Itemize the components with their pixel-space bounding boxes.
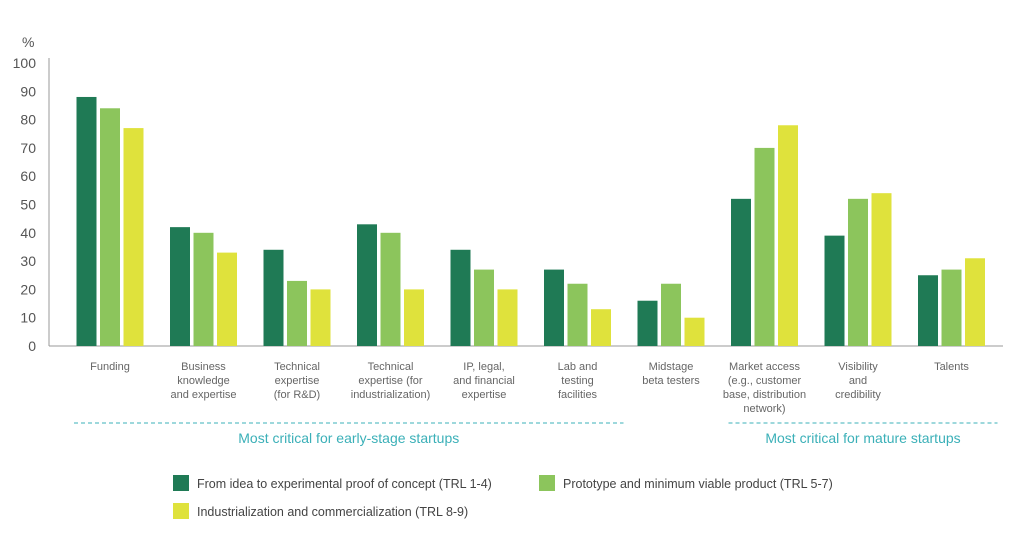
bar	[544, 269, 564, 346]
x-category-label-line: (for R&D)	[274, 389, 320, 401]
x-category-label: Technical expertise (for industrialization…	[351, 361, 430, 401]
x-category-label-line: facilities	[558, 389, 598, 401]
x-category-label: IP, legal, and financial expertise	[453, 361, 515, 401]
x-category-label-line: network)	[743, 403, 785, 415]
bar	[754, 147, 775, 346]
bar	[497, 289, 518, 346]
group-annotations: Most critical for early-stage startups Mo…	[74, 422, 998, 446]
bar	[661, 283, 681, 346]
legend-swatch	[539, 475, 555, 491]
x-category-label-line: Technical	[368, 361, 414, 373]
y-tick-label: 80	[20, 112, 36, 128]
x-category-label-line: Lab and	[558, 361, 598, 373]
x-category-label-line: knowledge	[177, 375, 230, 387]
group-label: Most critical for mature startups	[765, 430, 960, 446]
x-category-label-line: and expertise	[170, 389, 236, 401]
y-tick-label: 90	[20, 83, 36, 99]
x-category-label-line: Talents	[934, 361, 969, 373]
bar	[357, 224, 377, 346]
x-category-label: Lab and testing facilities	[558, 361, 598, 401]
y-tick-label: 70	[20, 140, 36, 156]
y-tick-label: 0	[28, 338, 36, 354]
bar	[217, 252, 237, 346]
y-tick-label: 100	[13, 55, 37, 71]
x-category-label-line: expertise (for	[358, 375, 423, 387]
x-category-label-line: expertise	[462, 389, 507, 401]
bar	[123, 128, 144, 346]
bar	[100, 108, 120, 346]
x-category-label-line: testing	[561, 375, 593, 387]
x-category-label-line: industrialization)	[351, 389, 430, 401]
bar	[848, 198, 868, 346]
legend-swatch	[173, 475, 189, 491]
bar	[965, 258, 985, 346]
x-category-label: Funding	[90, 361, 130, 373]
y-tick-label: 10	[20, 310, 36, 326]
y-tick-label: 60	[20, 168, 36, 184]
bar	[287, 280, 307, 346]
bar	[450, 249, 471, 346]
bars	[76, 96, 985, 347]
bar	[941, 269, 962, 346]
bar	[637, 300, 658, 346]
x-category-label-line: and	[849, 375, 867, 387]
group-label: Most critical for early-stage startups	[238, 430, 459, 446]
y-tick-label: 30	[20, 253, 36, 269]
x-category-label-line: expertise	[275, 375, 320, 387]
x-category-label-line: Technical	[274, 361, 320, 373]
x-category-label-line: credibility	[835, 389, 881, 401]
bar	[380, 232, 401, 346]
x-category-label-line: Funding	[90, 361, 130, 373]
bar	[404, 289, 424, 346]
x-category-label-line: Business	[181, 361, 226, 373]
x-category-label-line: IP, legal,	[463, 361, 504, 373]
x-category-label-line: and financial	[453, 375, 515, 387]
legend: From idea to experimental proof of conce…	[173, 475, 833, 519]
bar	[263, 249, 284, 346]
bar	[310, 289, 331, 346]
x-category-label: Market access (e.g., customer base, distri…	[723, 361, 806, 415]
x-category-label: Talents	[934, 361, 969, 373]
y-tick-label: 40	[20, 225, 36, 241]
legend-label: Industrialization and commercialization …	[197, 505, 468, 519]
y-tick-label: 50	[20, 197, 36, 213]
bar	[591, 309, 611, 346]
bar	[731, 198, 751, 346]
bar	[684, 317, 705, 346]
y-axis-unit-label: %	[22, 34, 34, 50]
bar	[778, 125, 798, 346]
legend-label: From idea to experimental proof of conce…	[197, 477, 492, 491]
x-category-label: Midstage beta testers	[642, 361, 700, 387]
x-category-label-line: base, distribution	[723, 389, 806, 401]
legend-swatch	[173, 503, 189, 519]
y-tick-label: 20	[20, 281, 36, 297]
bar	[824, 235, 845, 346]
x-category-label-line: beta testers	[642, 375, 700, 387]
bar	[76, 96, 97, 347]
x-category-label: Business knowledge and expertise	[170, 361, 236, 401]
x-category-label: Visibility and credibility	[835, 361, 881, 401]
bar	[567, 283, 588, 346]
bar	[918, 275, 938, 346]
legend-label: Prototype and minimum viable product (TR…	[563, 477, 833, 491]
bar	[871, 193, 892, 346]
x-category-label-line: (e.g., customer	[728, 375, 802, 387]
bar	[474, 269, 494, 346]
x-category-label-line: Market access	[729, 361, 800, 373]
x-category-label: Technical expertise (for R&D)	[274, 361, 320, 401]
bar	[170, 227, 190, 346]
category-labels: Funding Business knowledge and expertiseTec…	[90, 361, 969, 415]
x-category-label-line: Visibility	[838, 361, 878, 373]
x-category-label-line: Midstage	[649, 361, 694, 373]
y-axis-ticks: 0 10 20 30 40 50 60 70 80 90 100	[13, 55, 37, 354]
bar	[193, 232, 214, 346]
